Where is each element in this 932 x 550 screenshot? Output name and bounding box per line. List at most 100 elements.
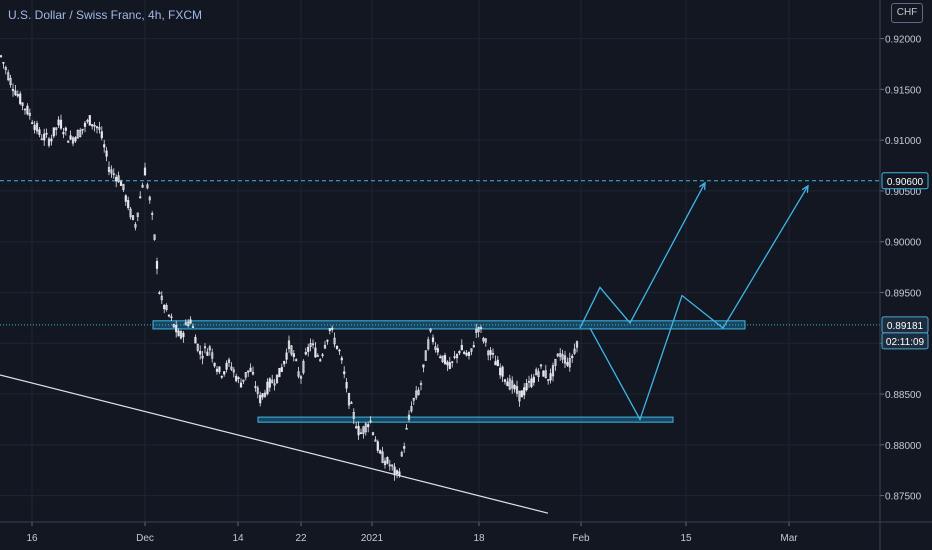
candle-body [251,371,255,375]
candle-body [434,346,437,350]
candle-body [532,376,535,383]
candle-body [470,348,473,352]
candle-body [302,360,305,374]
x-tick-label: Feb [572,533,590,544]
candle-body [158,292,161,294]
candle-body [62,131,65,135]
candle-body [98,127,101,130]
projection-arrowhead [698,181,706,190]
candle-body [7,72,10,81]
candle-body [489,350,492,355]
candle-body [28,112,31,116]
candle-body [122,183,125,190]
candle-body [86,120,89,122]
candle-body [331,327,334,330]
countdown-badge: 02:11:09 [886,337,925,348]
candle-body [141,184,144,188]
candle-body [448,362,451,369]
candle-body [391,464,394,467]
candle-body [107,166,111,173]
candle-body [419,383,423,385]
candle-body [355,426,358,429]
trendline[interactable] [0,374,549,514]
candle-body [55,127,58,130]
candle-body [551,365,555,377]
candle-body [191,326,195,328]
candle-body [14,90,17,96]
y-tick-label: 0.91000 [885,136,922,147]
candle-body [290,345,293,355]
candle-body [395,470,399,474]
candle-body [415,390,418,398]
candle-body [539,364,543,367]
candle-body [69,135,72,140]
candle-body [105,150,108,157]
candle-body [124,195,127,202]
candle-body [453,356,456,358]
candle-body [9,78,12,85]
candle-body [110,169,113,174]
candle-body [247,370,250,373]
candle-body [23,108,27,111]
projection-paths[interactable] [579,181,809,422]
candle-body [503,379,507,382]
candle-body [328,328,331,332]
candle-body [218,366,221,373]
x-tick-label: 15 [680,533,692,544]
candle-body [335,345,339,350]
candle-body [554,358,557,366]
support-zone [257,416,674,423]
candle-body [175,325,178,333]
candle-body [379,450,382,454]
candle-body [220,375,223,378]
candle-body [388,464,391,467]
candle-body [357,425,360,436]
currency-button[interactable]: CHF [891,3,923,23]
candle-body [518,390,521,402]
candle-body [530,378,533,388]
candle-body [93,124,96,127]
candle-body [487,350,490,356]
y-tick-label: 0.91500 [885,85,922,96]
candle-body [561,354,564,360]
candle-body [52,127,55,137]
candle-body [410,406,413,412]
candle-body [460,344,463,351]
candle-body [230,366,233,370]
candle-body [374,439,377,442]
candle-body [136,212,139,217]
candle-body [381,451,384,463]
candle-body [350,402,353,404]
candle-body [261,393,264,398]
candle-body [4,67,7,70]
candle-body [338,349,341,352]
candle-body [127,200,130,209]
candle-body [71,137,75,144]
candle-body [83,122,87,127]
candle-body [213,362,216,367]
y-tick-label: 0.88000 [885,441,922,452]
candle-body [287,340,291,350]
candle-body [112,173,115,175]
candle-body [256,387,259,394]
candle-body [139,196,142,199]
candle-body [352,411,355,419]
candle-body [295,359,298,361]
candle-body [43,133,46,141]
candle-body [35,123,39,132]
x-tick-label: Mar [780,533,798,544]
candle-body [443,355,447,365]
resistance-zone [152,320,746,330]
candle-body [271,379,274,384]
y-tick-label: 0.90000 [885,238,922,249]
candle-body [160,295,163,301]
candle-body [501,366,504,377]
candle-body [117,175,120,183]
candle-body [76,129,79,139]
candle-body [362,426,365,434]
y-tick-label: 0.88500 [885,390,922,401]
candle-body [167,314,171,317]
candle-body [333,337,336,345]
candle-body [283,360,286,365]
